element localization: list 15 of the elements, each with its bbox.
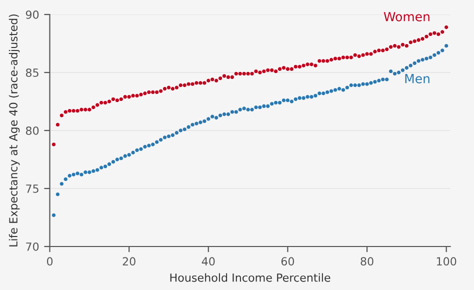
y-tick-label: 75 [26,184,38,193]
series-label: Women [384,12,430,22]
x-tick-label: 20 [122,257,136,266]
y-tick-label: 80 [26,126,39,135]
x-tick-label: 40 [202,257,215,266]
y-tick-label: 85 [26,68,38,77]
x-tick-label: 80 [360,257,374,266]
x-tick-label: 60 [281,257,294,266]
x-axis-title: Household Income Percentile [170,273,330,282]
x-tick-label: 0 [46,257,53,266]
y-tick-label: 70 [26,242,39,251]
x-tick-label: 100 [436,257,456,266]
y-tick-label: 90 [26,10,39,19]
series-label: Men [405,74,430,84]
y-axis-title: Life Expectancy at Age 40 (race-adjusted) [8,14,20,246]
